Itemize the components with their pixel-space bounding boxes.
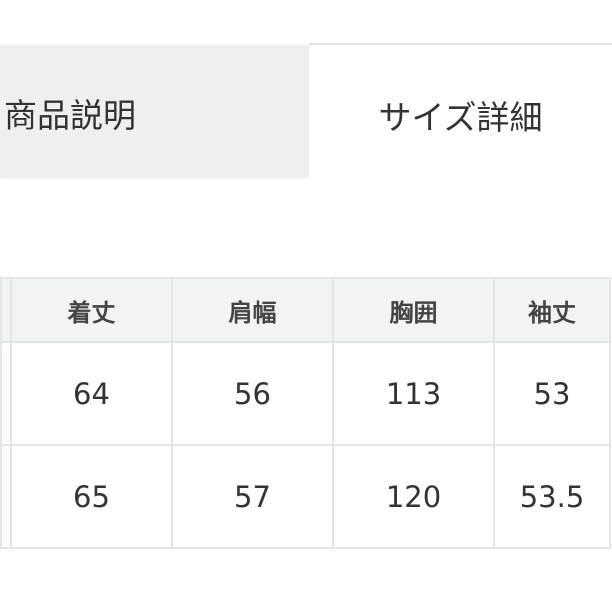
tab-size-details[interactable]: サイズ詳細 — [309, 43, 612, 183]
table-cell: 53 — [493, 341, 611, 446]
tab-label: 商品説明 — [4, 96, 136, 135]
header-length: 着丈 — [10, 277, 173, 343]
table-cell: 56 — [171, 341, 334, 446]
table-cell: 113 — [332, 341, 495, 446]
table-row: 65 57 120 53.5 — [0, 444, 611, 549]
table-header-row: 着丈 肩幅 胸囲 袖丈 — [0, 277, 611, 343]
table-cell: 65 — [10, 444, 173, 549]
header-size — [0, 277, 12, 343]
table-cell — [0, 444, 12, 549]
header-chest: 胸囲 — [332, 277, 495, 343]
tab-product-description[interactable]: 商品説明 — [0, 45, 309, 177]
table-cell — [0, 341, 12, 446]
header-sleeve: 袖丈 — [493, 277, 611, 343]
table-cell: 64 — [10, 341, 173, 446]
header-shoulder: 肩幅 — [171, 277, 334, 343]
table-cell: 57 — [171, 444, 334, 549]
tab-label: サイズ詳細 — [378, 98, 543, 137]
table-row: 64 56 113 53 — [0, 341, 611, 446]
size-table: 着丈 肩幅 胸囲 袖丈 64 56 113 53 65 57 120 53.5 — [0, 277, 611, 549]
table-cell: 120 — [332, 444, 495, 549]
table-cell: 53.5 — [493, 444, 611, 549]
